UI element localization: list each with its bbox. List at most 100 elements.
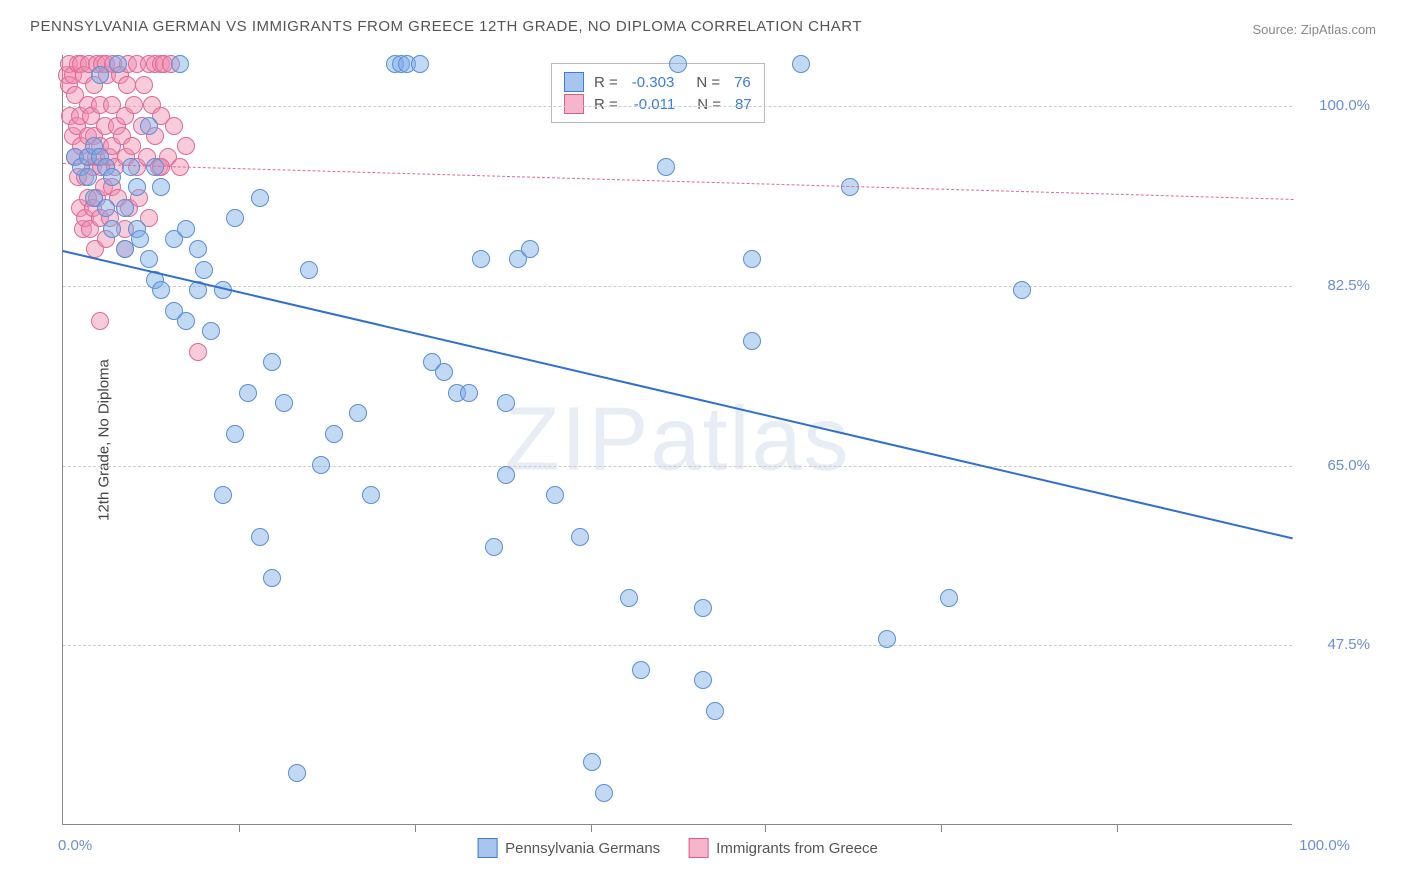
- data-point: [251, 528, 269, 546]
- y-tick-label: 65.0%: [1300, 457, 1370, 474]
- data-point: [140, 117, 158, 135]
- plot-area: ZIPatlas 12th Grade, No Diploma R = -0.3…: [62, 55, 1292, 825]
- data-point: [177, 312, 195, 330]
- y-tick-label: 100.0%: [1300, 97, 1370, 114]
- data-point: [497, 394, 515, 412]
- data-point: [485, 538, 503, 556]
- data-point: [472, 250, 490, 268]
- data-point: [165, 117, 183, 135]
- data-point: [571, 528, 589, 546]
- gridline: [63, 106, 1292, 107]
- legend-row-1: R = -0.303 N = 76: [564, 72, 752, 92]
- data-point: [109, 55, 127, 73]
- data-point: [103, 220, 121, 238]
- data-point: [1013, 281, 1031, 299]
- series-legend: Pennsylvania Germans Immigrants from Gre…: [477, 838, 878, 858]
- data-point: [595, 784, 613, 802]
- data-point: [103, 168, 121, 186]
- legend-row-2: R = -0.011 N = 87: [564, 94, 752, 114]
- data-point: [116, 199, 134, 217]
- x-tick: [941, 824, 942, 832]
- data-point: [214, 486, 232, 504]
- gridline: [63, 466, 1292, 467]
- data-point: [521, 240, 539, 258]
- gridline: [63, 286, 1292, 287]
- x-tick: [765, 824, 766, 832]
- data-point: [140, 250, 158, 268]
- data-point: [288, 764, 306, 782]
- trend-line: [63, 163, 1293, 200]
- legend-label-1: Pennsylvania Germans: [505, 840, 660, 857]
- gridline: [63, 645, 1292, 646]
- data-point: [146, 158, 164, 176]
- data-point: [128, 178, 146, 196]
- data-point: [706, 702, 724, 720]
- data-point: [189, 240, 207, 258]
- legend-swatch-2: [564, 94, 584, 114]
- data-point: [460, 384, 478, 402]
- data-point: [226, 209, 244, 227]
- data-point: [79, 168, 97, 186]
- data-point: [125, 96, 143, 114]
- data-point: [694, 599, 712, 617]
- x-tick: [415, 824, 416, 832]
- data-point: [669, 55, 687, 73]
- data-point: [878, 630, 896, 648]
- data-point: [152, 178, 170, 196]
- data-point: [841, 178, 859, 196]
- legend-label-2: Immigrants from Greece: [716, 840, 878, 857]
- data-point: [435, 363, 453, 381]
- data-point: [195, 261, 213, 279]
- data-point: [177, 137, 195, 155]
- y-tick-label: 47.5%: [1300, 636, 1370, 653]
- watermark: ZIPatlas: [504, 388, 850, 491]
- data-point: [275, 394, 293, 412]
- data-point: [239, 384, 257, 402]
- data-point: [632, 661, 650, 679]
- data-point: [171, 55, 189, 73]
- data-point: [152, 281, 170, 299]
- legend-swatch-icon: [688, 838, 708, 858]
- data-point: [91, 312, 109, 330]
- data-point: [251, 189, 269, 207]
- data-point: [362, 486, 380, 504]
- data-point: [743, 250, 761, 268]
- data-point: [116, 240, 134, 258]
- data-point: [743, 332, 761, 350]
- data-point: [300, 261, 318, 279]
- data-point: [189, 343, 207, 361]
- data-point: [118, 76, 136, 94]
- data-point: [325, 425, 343, 443]
- data-point: [940, 589, 958, 607]
- data-point: [411, 55, 429, 73]
- data-point: [177, 220, 195, 238]
- y-axis-label: 12th Grade, No Diploma: [95, 359, 112, 521]
- source-label: Source: ZipAtlas.com: [1252, 22, 1376, 37]
- x-tick: [1117, 824, 1118, 832]
- chart-title: PENNSYLVANIA GERMAN VS IMMIGRANTS FROM G…: [30, 18, 862, 35]
- data-point: [122, 158, 140, 176]
- data-point: [202, 322, 220, 340]
- legend-item-2: Immigrants from Greece: [688, 838, 878, 858]
- data-point: [497, 466, 515, 484]
- legend-swatch-1: [564, 72, 584, 92]
- data-point: [263, 353, 281, 371]
- data-point: [135, 76, 153, 94]
- correlation-legend: R = -0.303 N = 76 R = -0.011 N = 87: [551, 63, 765, 123]
- data-point: [349, 404, 367, 422]
- data-point: [657, 158, 675, 176]
- data-point: [546, 486, 564, 504]
- data-point: [583, 753, 601, 771]
- data-point: [97, 199, 115, 217]
- data-point: [312, 456, 330, 474]
- data-point: [620, 589, 638, 607]
- data-point: [131, 230, 149, 248]
- x-tick: [591, 824, 592, 832]
- data-point: [263, 569, 281, 587]
- legend-swatch-icon: [477, 838, 497, 858]
- x-axis-min-label: 0.0%: [58, 837, 92, 854]
- y-tick-label: 82.5%: [1300, 277, 1370, 294]
- data-point: [91, 66, 109, 84]
- x-tick: [239, 824, 240, 832]
- x-axis-max-label: 100.0%: [1299, 837, 1350, 854]
